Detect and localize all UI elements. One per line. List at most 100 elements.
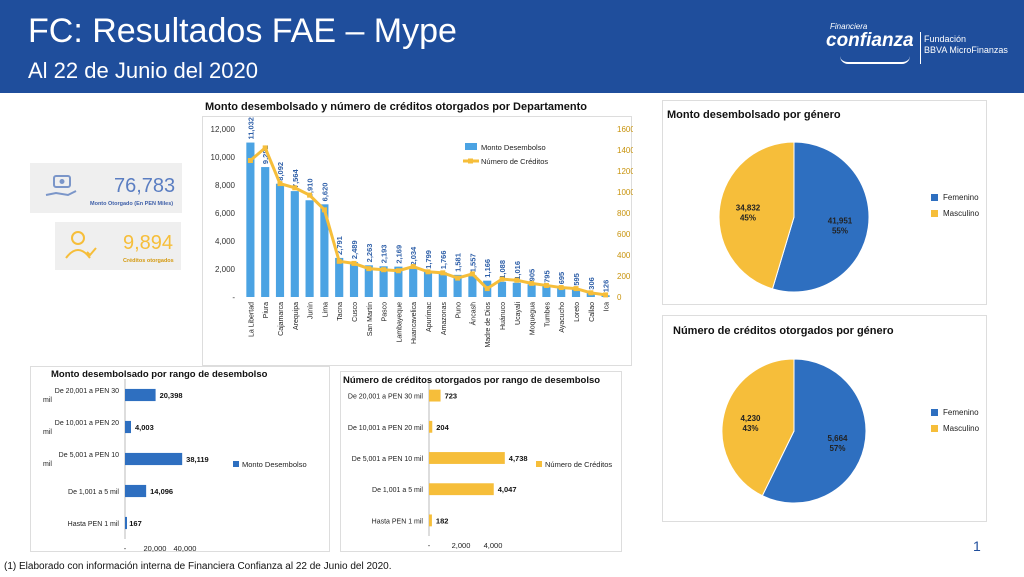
hbar-category-label: De 20,001 a PEN 30 mil [348, 394, 424, 401]
page-number: 1 [973, 538, 981, 554]
credits-line-point [410, 264, 416, 270]
dept-category-label: Loreto [574, 302, 581, 322]
dept-bar [527, 284, 536, 297]
credits-line-point [558, 285, 564, 291]
dept-category-label: Piura [263, 302, 270, 318]
dept-bar-label: 1,581 [454, 253, 463, 272]
dept-category-label: Lambayeque [396, 302, 403, 343]
y-right-tick-label: 1400 [617, 146, 633, 155]
pie-slice-masculino [718, 141, 795, 290]
dept-category-label: Callao [589, 302, 596, 322]
dept-bar-label: 695 [557, 272, 566, 285]
dept-bar-label: 7,564 [291, 169, 300, 189]
credits-line-point [321, 207, 327, 213]
hbar-value-label: 4,047 [498, 485, 517, 494]
hbar-category-label: De 5,001 a PEN 10 mil [352, 456, 424, 463]
hbar-category-label-cont: mil [43, 397, 52, 404]
dept-bar-label: 795 [542, 270, 551, 283]
kpi-credits-card: 9,894 Créditos otorgados [55, 222, 181, 270]
dept-bar [557, 287, 566, 297]
header-banner: FC: Resultados FAE – Mype Al 22 de Junio… [0, 0, 1024, 93]
legend-line-marker [468, 158, 473, 164]
y-left-tick-label: 2,000 [215, 265, 236, 274]
page-title: FC: Resultados FAE – Mype [28, 12, 457, 50]
pie-pct-label: 55% [832, 227, 848, 236]
dept-bar-label: 11,032 [246, 117, 255, 140]
pie-legend-label: Femenino [943, 193, 979, 202]
hbar-value-label: 38,119 [186, 455, 209, 464]
hbar-x-tick-label: 20,000 [144, 544, 167, 553]
hbar-category-label: De 1,001 a 5 mil [372, 487, 423, 494]
dept-bar-label: 1,766 [439, 250, 448, 269]
range-amount-title: Monto desembolsado por rango de desembol… [51, 369, 268, 380]
hbar-x-tick-label: - [124, 544, 127, 553]
hbar-category-label-cont: mil [43, 429, 52, 436]
credits-line-point [292, 185, 298, 191]
hbar-bar [125, 452, 183, 466]
dept-category-label: Cajamarca [278, 302, 285, 336]
pie-legend-swatch [931, 210, 938, 217]
dept-bar [542, 285, 551, 297]
logo-brand-text: confianza [826, 30, 914, 51]
dept-bar-label: 595 [572, 273, 581, 286]
logo-small-text: Financiera [830, 22, 868, 31]
dept-category-label: Amazonas [441, 302, 448, 336]
credits-line-point [262, 145, 268, 151]
money-hand-icon [45, 175, 77, 197]
hbar-value-label: 14,096 [150, 487, 173, 496]
pie-legend-swatch [931, 425, 938, 432]
dept-bar [512, 282, 521, 297]
dept-bar [571, 288, 581, 297]
y-left-tick-label: 12,000 [211, 125, 236, 134]
logo-fund-line1: Fundación [924, 34, 967, 44]
kpi-amount-card: 76,783 Monto Otorgado (En PEN Miles) [30, 163, 182, 213]
dept-category-label: Ica [604, 302, 611, 311]
dept-bar-label: 2,263 [365, 244, 374, 263]
logo-separator [920, 32, 921, 64]
y-left-tick-label: 8,000 [215, 181, 236, 190]
hbar-bar [125, 484, 147, 498]
dept-category-label: Áncash [468, 302, 477, 325]
credits-line-point [307, 192, 313, 198]
y-right-tick-label: 800 [617, 209, 631, 218]
dept-bar [246, 142, 255, 297]
pie-slice-masculino [721, 358, 795, 497]
hbar-value-label: 4,003 [135, 423, 154, 432]
kpi-amount-value: 76,783 [114, 175, 176, 197]
dept-category-label: Cusco [352, 302, 359, 322]
credits-line-point [573, 286, 579, 292]
hbar-bar [125, 420, 132, 434]
hbar-value-label: 20,398 [160, 391, 183, 400]
credits-line-point [366, 266, 372, 272]
hbar-value-label: 4,738 [509, 454, 528, 463]
dept-chart: - 2,000 4,000 6,000 8,000 10,000 12,000 0 200 400… [211, 117, 636, 348]
y-left-tick-label: - [232, 293, 235, 302]
dept-bar-label: 2,791 [335, 236, 344, 255]
y-right-tick-label: 400 [617, 251, 631, 260]
dept-category-label: Arequipa [293, 302, 300, 330]
dept-bar-label: 8,092 [276, 162, 285, 181]
legend-bar-label: Monto Desembolso [481, 143, 546, 152]
credits-line-point [336, 258, 342, 264]
hbar-value-label: 182 [436, 516, 449, 525]
credits-line-point [514, 277, 520, 283]
dept-bar-label: 1,166 [483, 259, 492, 278]
pie-value-label: 41,951 [828, 217, 853, 226]
dept-bar-label: 126 [602, 280, 611, 293]
dept-bar-label: 1,016 [513, 261, 522, 280]
hbar-bar [429, 483, 494, 496]
dept-bar-label: 6,910 [306, 178, 315, 197]
dept-bar [438, 272, 447, 297]
y-right-tick-label: 200 [617, 272, 631, 281]
hbar-category-label: De 5,001 a PEN 10 [59, 452, 119, 459]
hbar-x-tick-label: 2,000 [452, 541, 471, 550]
person-check-icon [65, 231, 97, 259]
credits-line-point [277, 181, 283, 187]
pie-value-label: 34,832 [736, 203, 761, 212]
dept-category-label: Junín [308, 302, 315, 319]
dept-bar [423, 271, 433, 297]
dept-bar-label: 2,034 [409, 246, 418, 266]
dept-category-label: Pasco [382, 302, 389, 322]
dept-category-label: Tumbes [544, 302, 551, 328]
